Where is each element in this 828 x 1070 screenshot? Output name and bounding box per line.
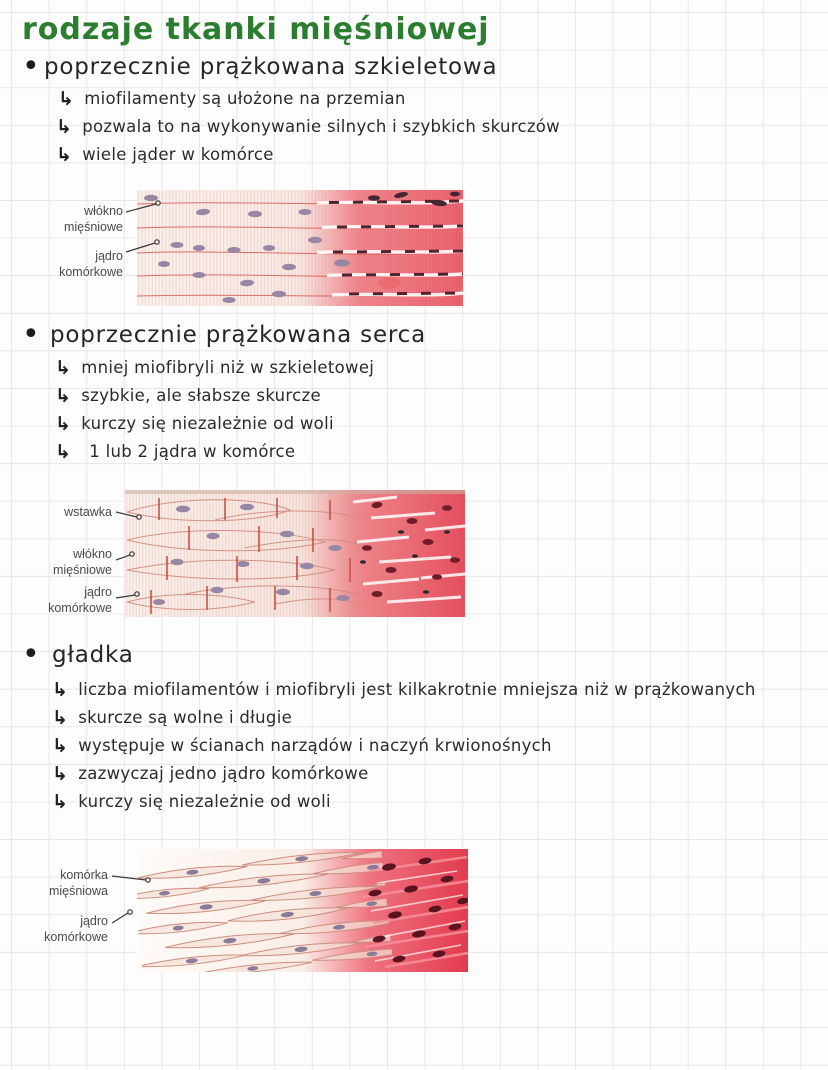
point-text: występuje w ścianach narządów i naczyń k… [78,736,552,755]
note-point: ↳ wiele jąder w komórce [56,143,274,166]
figure-label: jądro komórkowe [48,585,112,615]
cardiac-muscle-micrograph-illustration [125,490,465,617]
figure-cardiac-muscle: wstawka włókno mięśniowe jądro komórkowe [40,490,465,617]
arrow-icon: ↳ [52,735,69,757]
arrow-icon: ↳ [58,88,75,110]
note-point: ↳ liczba miofilamentów i miofibryli jest … [52,678,756,701]
figure-label: jądro komórkowe [59,249,123,279]
note-point: ↳ zazwyczaj jedno jądro komórkowe [52,762,369,785]
point-text: miofilamenty są ułożone na przemian [84,89,406,108]
note-point: ↳ skurcze są wolne i długie [52,706,293,729]
figure-label: włókno mięśniowe [52,547,112,577]
arrow-icon: ↳ [52,679,69,701]
point-text: zazwyczaj jedno jądro komórkowe [78,764,369,783]
arrow-icon: ↳ [56,116,73,138]
note-point: ↳ miofilamenty są ułożone na przemian [58,87,406,110]
note-point: ↳ występuje w ścianach narządów i naczyń … [52,734,552,757]
arrow-icon: ↳ [52,791,69,813]
arrow-icon: ↳ [55,385,72,407]
skeletal-muscle-micrograph-illustration [137,190,463,306]
page-title: rodzaje tkanki mięśniowej [22,12,490,47]
figure-label: jądro komórkowe [44,914,108,944]
note-point: ↳ mniej miofibryli niż w szkieletowej [55,356,375,379]
section-heading-cardiac: poprzecznie prążkowana serca [50,322,427,348]
point-text: 1 lub 2 jądra w komórce [89,442,296,461]
section-heading-skeletal: poprzecznie prążkowana szkieletowa [44,54,498,80]
point-text: kurczy się niezależnie od woli [78,792,331,811]
arrow-icon: ↳ [52,707,69,729]
smooth-muscle-micrograph-illustration [137,849,468,972]
point-text: mniej miofibryli niż w szkieletowej [81,358,375,377]
arrow-icon: ↳ [56,144,73,166]
point-text: skurcze są wolne i długie [78,708,293,727]
figure-smooth-muscle: komórka mięśniowa jądro komórkowe [40,849,468,972]
point-text: szybkie, ale słabsze skurcze [81,386,321,405]
arrow-icon: ↳ [55,413,72,435]
note-point: ↳ kurczy się niezależnie od woli [52,790,331,813]
figure-label: komórka mięśniowa [48,868,108,898]
figure-label: wstawka [64,505,112,519]
section-heading-smooth: gładka [52,642,134,668]
figure-skeletal-muscle: włókno mięśniowe jądro komórkowe [40,190,463,306]
arrow-icon: ↳ [55,441,72,463]
point-text: liczba miofilamentów i miofibryli jest k… [78,680,756,699]
figure-label: włókno mięśniowe [63,204,123,234]
bullet-icon: • [22,49,40,84]
note-point: ↳ kurczy się niezależnie od woli [55,412,334,435]
note-point: ↳ szybkie, ale słabsze skurcze [55,384,321,407]
point-text: kurczy się niezależnie od woli [81,414,334,433]
bullet-icon: • [22,317,40,352]
point-text: pozwala to na wykonywanie silnych i szyb… [82,117,560,136]
arrow-icon: ↳ [55,357,72,379]
arrow-icon: ↳ [52,763,69,785]
bullet-icon: • [22,637,40,672]
note-point: ↳ 1 lub 2 jądra w komórce [55,440,296,463]
note-point: ↳ pozwala to na wykonywanie silnych i szy… [56,115,560,138]
point-text: wiele jąder w komórce [82,145,274,164]
